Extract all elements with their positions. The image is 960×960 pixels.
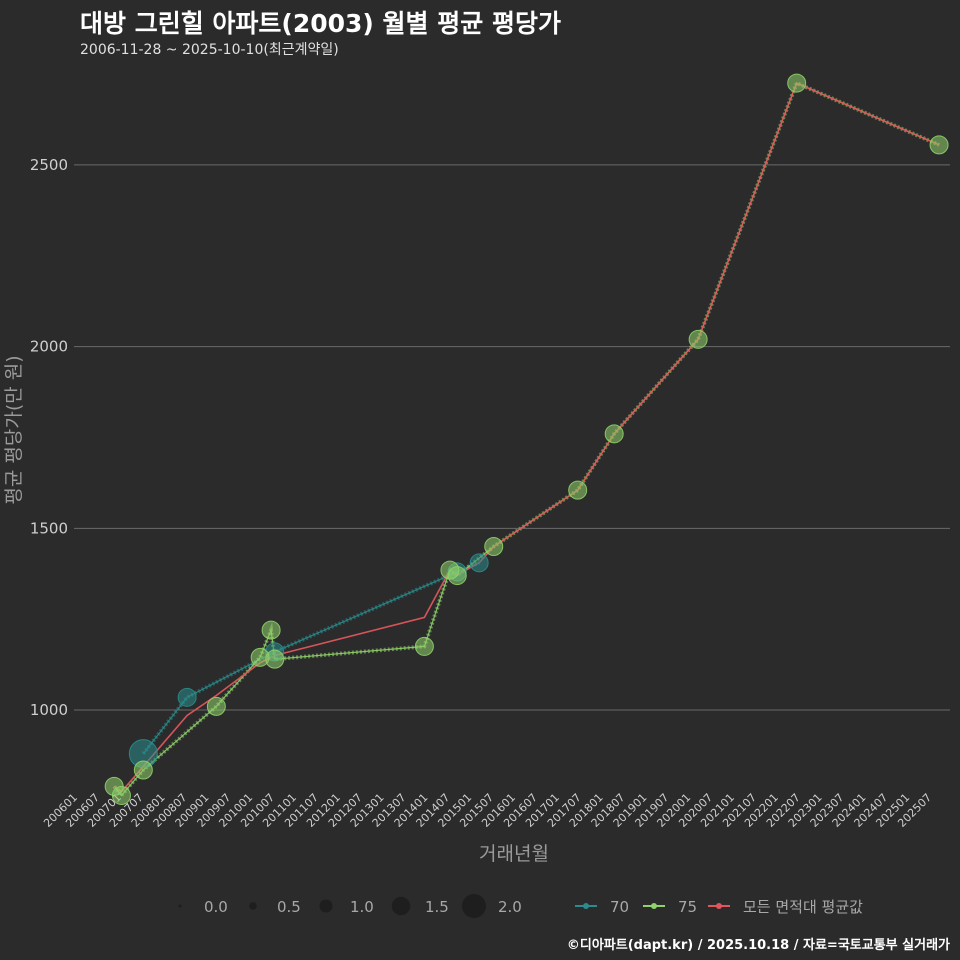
data-point-75[interactable] <box>787 73 807 93</box>
y-tick-label: 2500 <box>30 156 68 174</box>
x-axis-ticks: 2006012006072007012007072008012008072009… <box>41 791 934 830</box>
data-point-75[interactable] <box>568 480 588 500</box>
legend-dot-75 <box>651 903 657 909</box>
size-legend-label: 0.5 <box>277 898 301 916</box>
data-point-75[interactable] <box>484 536 504 556</box>
x-axis-label: 거래년월 <box>479 843 549 865</box>
size-legend-dot <box>178 904 182 908</box>
size-legend-dot <box>391 896 411 916</box>
size-legend-label: 1.5 <box>425 898 449 916</box>
data-point-75[interactable] <box>133 760 153 780</box>
data-point-75[interactable] <box>688 329 708 349</box>
size-legend-dot <box>462 894 486 918</box>
series-line-core-75 <box>113 82 940 797</box>
size-legend-dot <box>319 899 333 913</box>
data-point-75[interactable] <box>447 566 467 586</box>
y-tick-label: 2000 <box>30 338 68 356</box>
data-point-75[interactable] <box>261 620 281 640</box>
size-legend-label: 0.0 <box>204 898 228 916</box>
y-axis-label: 평균 평당가(만 원) <box>3 355 25 504</box>
data-point-75[interactable] <box>604 424 624 444</box>
data-point-70[interactable] <box>177 687 197 707</box>
series-line-75 <box>112 80 940 799</box>
y-tick-label: 1000 <box>30 701 68 719</box>
size-legend-dot <box>249 902 257 910</box>
y-axis-ticks: 1000 1500 2000 2500 <box>30 156 68 719</box>
credit-text: ©디아파트(dapt.kr) / 2025.10.18 / 자료=국토교통부 실… <box>566 938 950 953</box>
size-legend-label: 1.0 <box>350 898 374 916</box>
chart-title: 대방 그린힐 아파트(2003) 월별 평균 평당가 <box>80 9 561 38</box>
chart-subtitle: 2006-11-28 ~ 2025-10-10(최근계약일) <box>80 42 339 58</box>
y-tick-label: 1500 <box>30 519 68 537</box>
data-point-70[interactable] <box>469 553 489 573</box>
series-lines <box>112 80 940 799</box>
data-point-75[interactable] <box>265 649 285 669</box>
legend-dot-모든 면적대 평균값 <box>716 903 722 909</box>
data-point-75[interactable] <box>414 636 434 656</box>
legend: 0.0 0.5 1.0 1.5 2.0 70 75 모든 면적대 평균값 <box>178 894 863 918</box>
data-point-75[interactable] <box>929 135 949 155</box>
legend-label-모든 면적대 평균값: 모든 면적대 평균값 <box>743 898 863 916</box>
grid-lines <box>74 164 950 711</box>
data-point-75[interactable] <box>111 785 131 805</box>
series-line-average <box>113 82 940 793</box>
series-points <box>104 73 949 805</box>
data-point-75[interactable] <box>206 696 226 716</box>
legend-label-70: 70 <box>610 898 629 916</box>
legend-dot-70 <box>583 903 589 909</box>
size-legend-label: 2.0 <box>498 898 522 916</box>
legend-label-75: 75 <box>678 898 697 916</box>
